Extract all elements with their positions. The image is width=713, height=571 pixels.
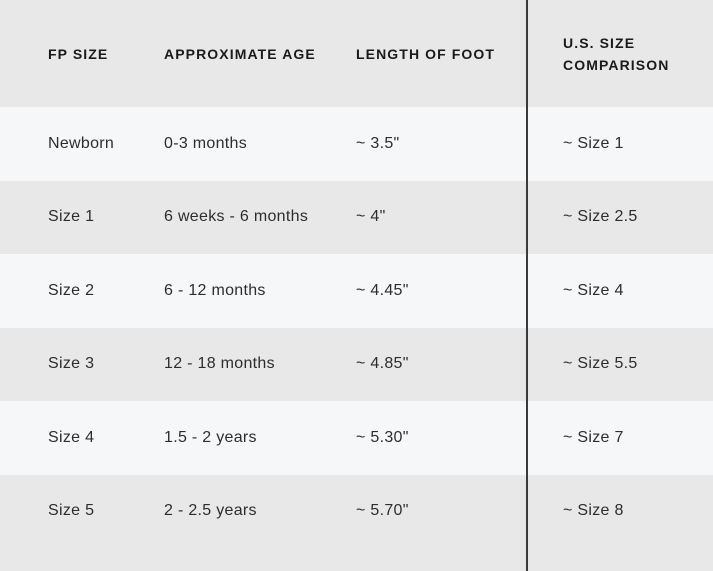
fp-size-value: Newborn <box>48 134 115 152</box>
table-row: Newborn 0-3 months ~ 3.5" ~ Size 1 <box>0 107 713 181</box>
age-value: 6 weeks - 6 months <box>164 208 309 226</box>
table-header-row: FP SIZE APPROXIMATE AGE LENGTH OF FOOT U… <box>0 0 713 107</box>
us-size-value: ~ Size 5.5 <box>563 355 638 373</box>
fp-size-value: Size 2 <box>48 281 95 299</box>
age-value: 6 - 12 months <box>164 281 266 299</box>
age-value: 0-3 months <box>164 134 248 152</box>
fp-size-value: Size 3 <box>48 355 95 373</box>
us-size-value: ~ Size 2.5 <box>563 208 638 226</box>
fp-size-value: Size 1 <box>48 208 95 226</box>
us-size-value: ~ Size 8 <box>563 502 624 520</box>
us-size-comparison-line2: COMPARISON <box>563 56 670 73</box>
fp-size-value: Size 4 <box>48 428 95 446</box>
column-header-length-of-foot: LENGTH OF FOOT <box>356 45 496 62</box>
us-size-value: ~ Size 7 <box>563 428 624 446</box>
table-row: Size 3 12 - 18 months ~ 4.85" ~ Size 5.5 <box>0 327 713 401</box>
foot-length-value: ~ 4.85" <box>356 355 409 373</box>
foot-length-value: ~ 4.45" <box>356 281 409 299</box>
age-value: 1.5 - 2 years <box>164 428 257 446</box>
age-value: 12 - 18 months <box>164 355 275 373</box>
foot-length-value: ~ 3.5" <box>356 134 400 152</box>
foot-length-value: ~ 5.30" <box>356 428 409 446</box>
table-row: Size 4 1.5 - 2 years ~ 5.30" ~ Size 7 <box>0 401 713 475</box>
foot-length-value: ~ 5.70" <box>356 502 409 520</box>
column-header-us-size-comparison: U.S. SIZE COMPARISON <box>527 32 713 76</box>
column-header-fp-size: FP SIZE <box>48 45 109 62</box>
column-divider-line <box>526 0 528 571</box>
table-row: Size 2 6 - 12 months ~ 4.45" ~ Size 4 <box>0 254 713 328</box>
fp-size-value: Size 5 <box>48 502 95 520</box>
us-size-value: ~ Size 1 <box>563 134 624 152</box>
table-row: Size 5 2 - 2.5 years ~ 5.70" ~ Size 8 <box>0 474 713 548</box>
column-header-approximate-age: APPROXIMATE AGE <box>164 45 316 62</box>
age-value: 2 - 2.5 years <box>164 502 257 520</box>
us-size-comparison-line1: U.S. SIZE <box>563 34 636 51</box>
foot-length-value: ~ 4" <box>356 208 386 226</box>
table-row: Size 1 6 weeks - 6 months ~ 4" ~ Size 2.… <box>0 180 713 254</box>
us-size-value: ~ Size 4 <box>563 281 624 299</box>
